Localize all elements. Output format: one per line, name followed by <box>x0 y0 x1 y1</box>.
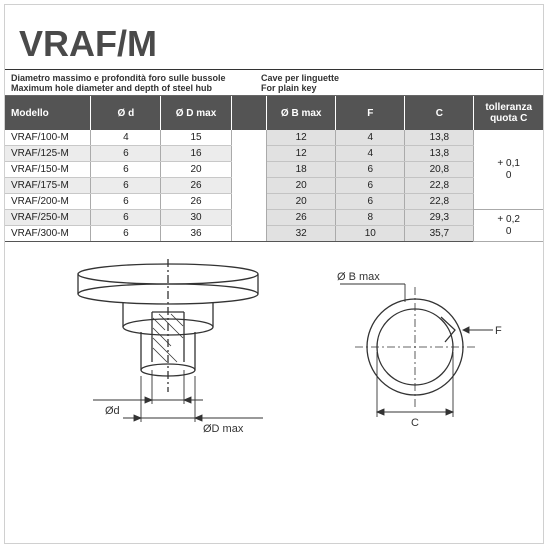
cell: 22,8 <box>405 194 474 210</box>
header-left-en: Maximum hole diameter and depth of steel… <box>11 83 261 93</box>
table-row: VRAF/200-M62620622,8 <box>5 194 543 210</box>
table-row: VRAF/300-M636 321035,7 <box>5 226 543 242</box>
cell: 6 <box>91 226 161 242</box>
cell: 6 <box>336 162 405 178</box>
cell: 6 <box>336 178 405 194</box>
cell: VRAF/250-M <box>5 210 91 226</box>
label-d: Ød <box>105 405 120 417</box>
header-left-it: Diametro massimo e profondità foro sulle… <box>11 73 261 83</box>
cell: 6 <box>91 194 161 210</box>
cell: VRAF/125-M <box>5 146 91 162</box>
cell: VRAF/300-M <box>5 226 91 242</box>
table-header-row: Modello Ø d Ø D max Ø B max F C tolleran… <box>5 96 543 130</box>
cell: 4 <box>336 130 405 146</box>
cell: 26 <box>161 194 231 210</box>
cell: 35,7 <box>405 226 474 242</box>
section-headers: Diametro massimo e profondità foro sulle… <box>5 70 543 95</box>
cell: 13,8 <box>405 130 474 146</box>
header-left: Diametro massimo e profondità foro sulle… <box>11 73 261 93</box>
cell <box>231 146 267 162</box>
cell: 20 <box>267 194 336 210</box>
spec-table: Modello Ø d Ø D max Ø B max F C tolleran… <box>5 96 543 242</box>
cell: 29,3 <box>405 210 474 226</box>
cell: 6 <box>336 194 405 210</box>
cell: 20,8 <box>405 162 474 178</box>
col-D: Ø D max <box>161 96 231 130</box>
cell <box>231 162 267 178</box>
table-row: VRAF/100-M41512413,8+ 0,10 <box>5 130 543 146</box>
cell <box>231 178 267 194</box>
label-Dmax: ØD max <box>203 423 244 435</box>
table-row: VRAF/175-M62620622,8 <box>5 178 543 194</box>
cell: VRAF/150-M <box>5 162 91 178</box>
col-tol: tolleranza quota C <box>474 96 543 130</box>
table-row: VRAF/250-M63026829,3+ 0,20 <box>5 210 543 226</box>
cell: 4 <box>336 146 405 162</box>
tolerance-cell: + 0,10 <box>474 130 543 210</box>
cell <box>231 130 267 146</box>
cell: 32 <box>267 226 336 242</box>
cell: 10 <box>336 226 405 242</box>
table-row: VRAF/125-M616 12413,8 <box>5 146 543 162</box>
cell: VRAF/200-M <box>5 194 91 210</box>
handwheel-diagram: Ød ØD max <box>53 252 283 442</box>
cell: 8 <box>336 210 405 226</box>
table-row: VRAF/150-M62018620,8 <box>5 162 543 178</box>
cell: 36 <box>161 226 231 242</box>
cell: 6 <box>91 146 161 162</box>
col-d: Ø d <box>91 96 161 130</box>
cell: 20 <box>267 178 336 194</box>
cell: 12 <box>267 130 336 146</box>
cell: VRAF/100-M <box>5 130 91 146</box>
header-right-en: For plain key <box>261 83 339 93</box>
header-right-it: Cave per linguette <box>261 73 339 83</box>
col-gap <box>231 96 267 130</box>
cell <box>231 194 267 210</box>
cell: 13,8 <box>405 146 474 162</box>
col-F: F <box>336 96 405 130</box>
page-title: VRAF/M <box>5 5 543 65</box>
header-right: Cave per linguette For plain key <box>261 73 339 93</box>
cell: 26 <box>161 178 231 194</box>
cell: 6 <box>91 178 161 194</box>
col-B: Ø B max <box>267 96 336 130</box>
cell: 6 <box>91 210 161 226</box>
cell: 20 <box>161 162 231 178</box>
label-C: C <box>411 417 419 429</box>
cell: 6 <box>91 162 161 178</box>
label-F: F <box>495 325 502 337</box>
cell: VRAF/175-M <box>5 178 91 194</box>
cell <box>231 226 267 242</box>
label-Bmax: Ø B max <box>337 272 380 283</box>
cell: 30 <box>161 210 231 226</box>
cell: 12 <box>267 146 336 162</box>
cell: 18 <box>267 162 336 178</box>
cell <box>231 210 267 226</box>
col-C: C <box>405 96 474 130</box>
cell: 16 <box>161 146 231 162</box>
col-model: Modello <box>5 96 91 130</box>
cell: 26 <box>267 210 336 226</box>
diagrams-area: Ød ØD max Ø B max <box>5 242 543 472</box>
cell: 22,8 <box>405 178 474 194</box>
tolerance-cell: + 0,20 <box>474 210 543 242</box>
keyhole-diagram: Ø B max F C <box>335 272 505 432</box>
cell: 4 <box>91 130 161 146</box>
cell: 15 <box>161 130 231 146</box>
